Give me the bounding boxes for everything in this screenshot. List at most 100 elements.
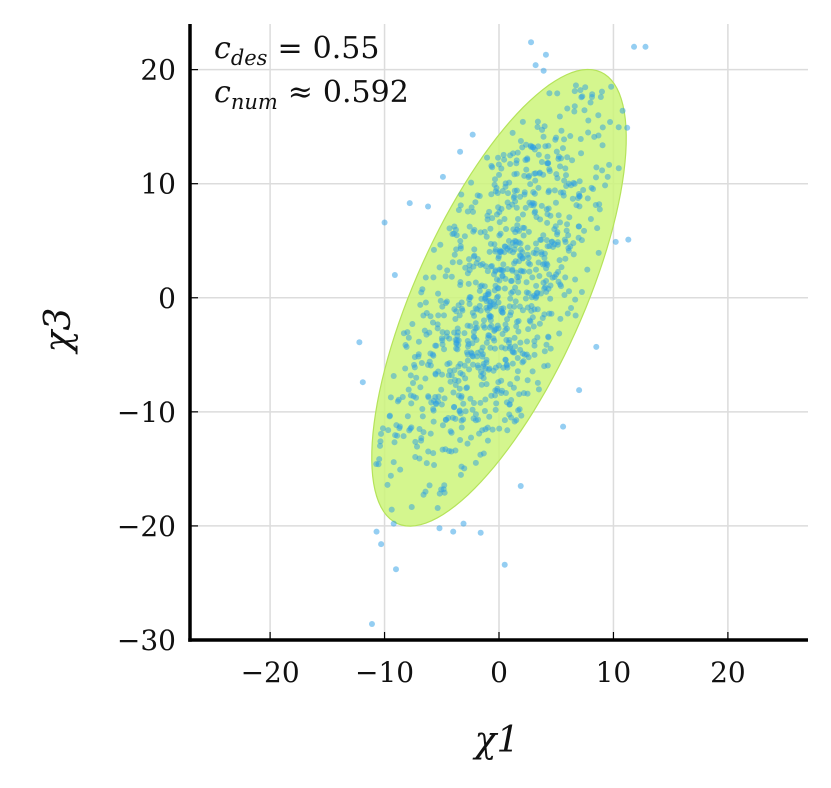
- data-point: [486, 332, 493, 339]
- data-point: [588, 94, 595, 101]
- data-point: [533, 266, 539, 273]
- data-point: [495, 285, 502, 292]
- annotation-c-des-value: 0.55: [313, 31, 380, 66]
- data-point: [459, 371, 466, 378]
- data-point: [572, 82, 579, 89]
- data-point: [544, 211, 551, 218]
- data-point: [486, 413, 493, 420]
- data-point: [496, 232, 503, 239]
- data-point: [422, 274, 429, 281]
- data-point: [531, 209, 538, 216]
- data-point: [517, 346, 524, 353]
- data-point: [502, 321, 509, 328]
- data-point-outlier: [560, 423, 567, 430]
- data-point: [457, 410, 464, 417]
- data-point: [556, 330, 563, 337]
- data-point: [478, 373, 485, 380]
- data-point: [511, 418, 518, 425]
- data-point: [524, 377, 531, 384]
- data-point-outlier: [540, 67, 547, 74]
- data-point: [436, 264, 443, 271]
- data-point: [553, 148, 560, 155]
- data-point: [585, 117, 592, 124]
- data-point: [521, 351, 528, 358]
- data-point: [419, 413, 426, 420]
- data-point: [501, 417, 508, 424]
- data-point: [493, 400, 500, 407]
- data-point-outlier: [390, 520, 397, 527]
- data-point: [493, 276, 500, 283]
- data-point: [376, 456, 383, 463]
- data-point: [565, 288, 572, 295]
- data-point: [508, 397, 515, 404]
- data-point: [531, 338, 538, 345]
- data-point-outlier: [373, 528, 380, 535]
- data-point: [531, 146, 538, 153]
- data-point: [513, 323, 520, 330]
- data-point-outlier: [359, 379, 366, 386]
- data-point: [487, 263, 494, 270]
- data-point: [451, 367, 458, 374]
- data-point: [548, 238, 555, 245]
- data-point: [458, 417, 465, 424]
- data-point: [567, 133, 574, 140]
- data-point: [384, 481, 391, 488]
- data-point: [511, 187, 518, 194]
- data-point: [521, 172, 528, 179]
- data-point: [529, 368, 536, 375]
- data-point: [568, 304, 575, 311]
- data-point: [519, 224, 526, 231]
- data-point: [430, 407, 437, 414]
- data-point: [483, 339, 490, 346]
- data-point: [510, 384, 517, 391]
- data-point: [541, 123, 548, 130]
- data-point: [422, 299, 429, 306]
- data-point-outlier: [528, 39, 535, 46]
- data-point: [531, 190, 538, 197]
- data-point: [484, 154, 491, 161]
- data-point: [504, 316, 511, 323]
- data-point: [465, 341, 472, 348]
- data-point: [466, 366, 473, 373]
- data-point-outlier: [542, 51, 549, 58]
- data-point: [418, 360, 425, 367]
- data-point: [378, 430, 385, 437]
- data-point: [457, 437, 464, 444]
- data-point: [551, 274, 558, 281]
- data-point-outlier: [612, 238, 619, 245]
- data-point: [471, 246, 478, 253]
- data-point: [534, 379, 541, 386]
- data-point: [468, 179, 475, 186]
- data-point: [511, 171, 518, 178]
- data-point: [499, 188, 506, 195]
- data-point: [422, 375, 429, 382]
- data-point: [516, 391, 523, 398]
- data-point: [507, 295, 514, 302]
- data-point: [534, 123, 541, 130]
- annotation-c-num-rel: ≈: [288, 75, 313, 110]
- data-point: [503, 362, 510, 369]
- data-point: [493, 294, 500, 301]
- data-point: [492, 392, 499, 399]
- data-point: [441, 395, 448, 402]
- data-point: [467, 395, 474, 402]
- data-point: [419, 406, 426, 413]
- data-point: [575, 223, 582, 230]
- data-point-outlier: [631, 43, 638, 50]
- data-point: [491, 271, 498, 278]
- data-point: [544, 153, 551, 160]
- data-point: [483, 381, 490, 388]
- data-point: [420, 429, 427, 436]
- data-point: [561, 291, 568, 298]
- data-point: [501, 216, 508, 223]
- data-point: [407, 372, 414, 379]
- y-tick-label: 20: [140, 54, 176, 87]
- data-point: [529, 274, 536, 281]
- data-point: [470, 228, 477, 235]
- data-point: [569, 157, 576, 164]
- data-point: [482, 292, 489, 299]
- data-point: [515, 407, 522, 414]
- data-point: [572, 312, 579, 319]
- data-point-outlier: [356, 339, 363, 346]
- data-point: [564, 105, 571, 112]
